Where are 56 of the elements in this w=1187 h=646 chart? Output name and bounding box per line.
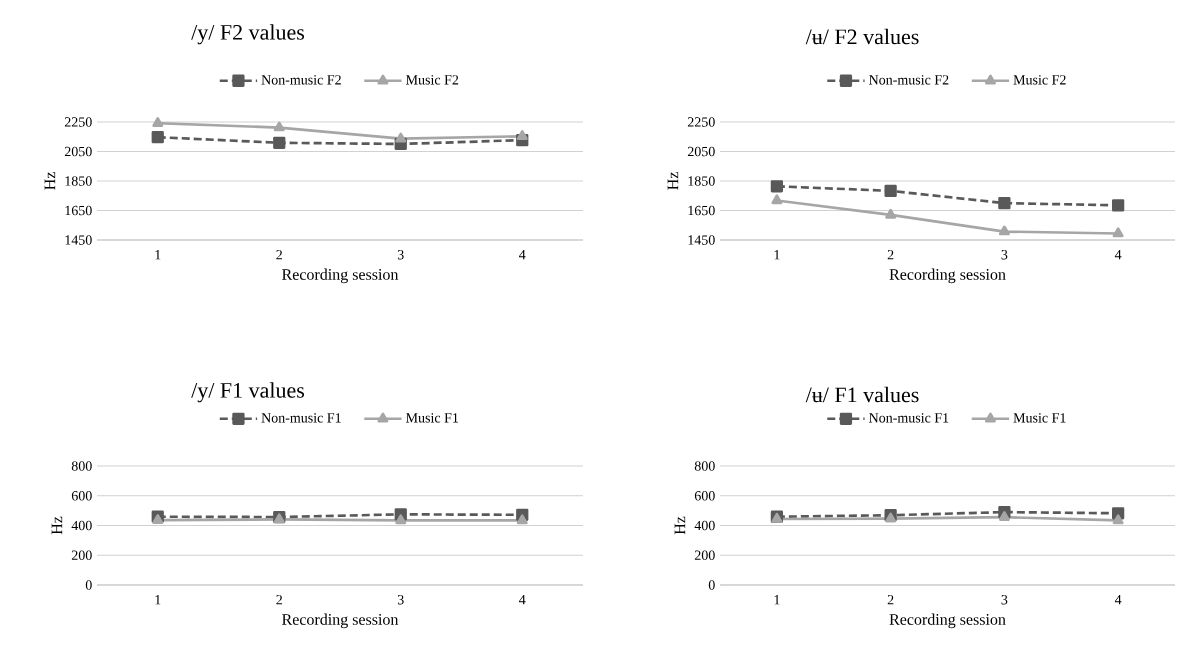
- y-tick-label: 400: [71, 520, 92, 531]
- legend-label: Music F2: [406, 75, 459, 85]
- y-tick-label: 200: [694, 550, 715, 560]
- y-tick-label: 800: [694, 461, 715, 471]
- x-tick-label: 1: [774, 250, 780, 260]
- y-tick-label: 200: [71, 550, 92, 560]
- legend-label: Music F1: [1013, 413, 1066, 423]
- x-tick-label: 3: [397, 250, 404, 260]
- y-tick-label: 600: [694, 491, 715, 501]
- x-tick-label: 2: [276, 595, 282, 605]
- y-axis-title: Hz: [44, 172, 56, 190]
- x-tick-label: 2: [276, 250, 282, 260]
- y-tick-label: 800: [71, 461, 92, 471]
- x-axis-title: Recording session: [282, 268, 399, 284]
- x-tick-label: 1: [774, 595, 780, 605]
- x-axis-title: Recording session: [282, 613, 399, 629]
- x-tick-label: 3: [1001, 595, 1008, 605]
- y-tick-label: 1850: [688, 176, 715, 186]
- y-tick-label: 600: [71, 491, 92, 501]
- y-tick-label: 1450: [688, 235, 715, 245]
- x-tick-label: 2: [887, 595, 894, 605]
- y-tick-label: 1650: [65, 205, 92, 216]
- y-tick-label: 2050: [687, 146, 715, 157]
- chart-title: /ʉ/ F2 values: [805, 28, 919, 45]
- x-tick-label: 4: [1114, 250, 1122, 260]
- y-tick-label: 0: [708, 580, 715, 590]
- x-tick-label: 3: [1001, 250, 1008, 260]
- legend-label: Non-music F1: [261, 413, 341, 423]
- y-tick-label: 1850: [65, 176, 92, 186]
- y-axis-title: Hz: [667, 172, 679, 190]
- y-axis-title: Hz: [51, 516, 63, 535]
- legend-label: Music F2: [1013, 75, 1066, 85]
- y-tick-label: 2250: [64, 117, 92, 127]
- x-tick-label: 2: [887, 250, 894, 260]
- y-tick-label: 1450: [65, 235, 92, 245]
- y-tick-label: 0: [85, 580, 92, 590]
- x-tick-label: 1: [155, 250, 161, 260]
- chart-title: /y/ F1 values: [191, 382, 305, 403]
- legend-label: Music F1: [406, 413, 459, 423]
- x-tick-label: 4: [519, 250, 526, 260]
- legend-label: Non-music F2: [869, 75, 949, 85]
- x-tick-label: 1: [155, 595, 161, 605]
- x-tick-label: 4: [519, 595, 526, 605]
- x-tick-label: 3: [397, 595, 404, 605]
- chart-title: /y/ F2 values: [191, 24, 305, 45]
- x-axis-title: Recording session: [889, 613, 1006, 629]
- legend-label: Non-music F1: [869, 413, 949, 423]
- y-tick-label: 2050: [64, 146, 92, 157]
- chart-title: /ʉ/ F1 values: [805, 386, 919, 403]
- y-tick-label: 1650: [688, 205, 715, 216]
- legend-label: Non-music F2: [261, 75, 341, 85]
- y-tick-label: 2250: [687, 117, 715, 127]
- y-axis-title: Hz: [674, 516, 686, 535]
- x-axis-title: Recording session: [889, 268, 1006, 284]
- y-tick-label: 400: [694, 520, 715, 531]
- x-tick-label: 4: [1114, 595, 1122, 605]
